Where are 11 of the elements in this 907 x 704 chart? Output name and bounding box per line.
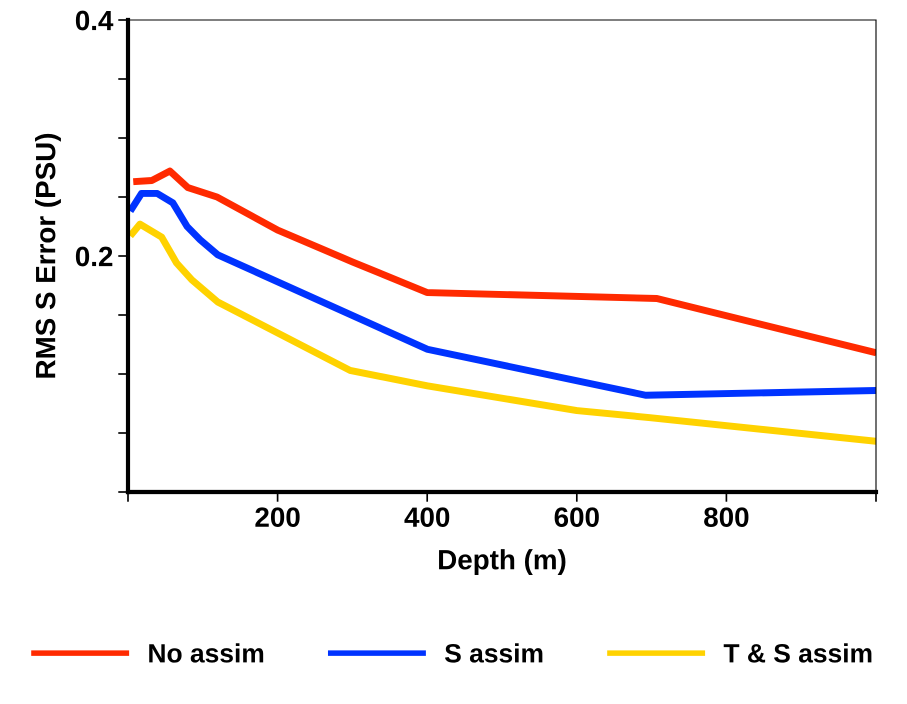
x-tick-label: 800 <box>704 507 748 527</box>
x-tick-label: 600 <box>554 507 599 527</box>
legend-label: S assim <box>444 643 542 663</box>
x-tick-label: 400 <box>404 507 450 527</box>
x-axis-title: Depth (m) <box>439 549 566 576</box>
y-tick-label: 0.2 <box>76 246 112 266</box>
x-tick-label: 200 <box>255 507 300 527</box>
y-tick-label: 0.4 <box>76 10 114 30</box>
legend-label: T & S assim <box>724 643 872 663</box>
legend-label: No assim <box>149 643 264 663</box>
y-axis-title: RMS S Error (PSU) <box>35 134 61 378</box>
